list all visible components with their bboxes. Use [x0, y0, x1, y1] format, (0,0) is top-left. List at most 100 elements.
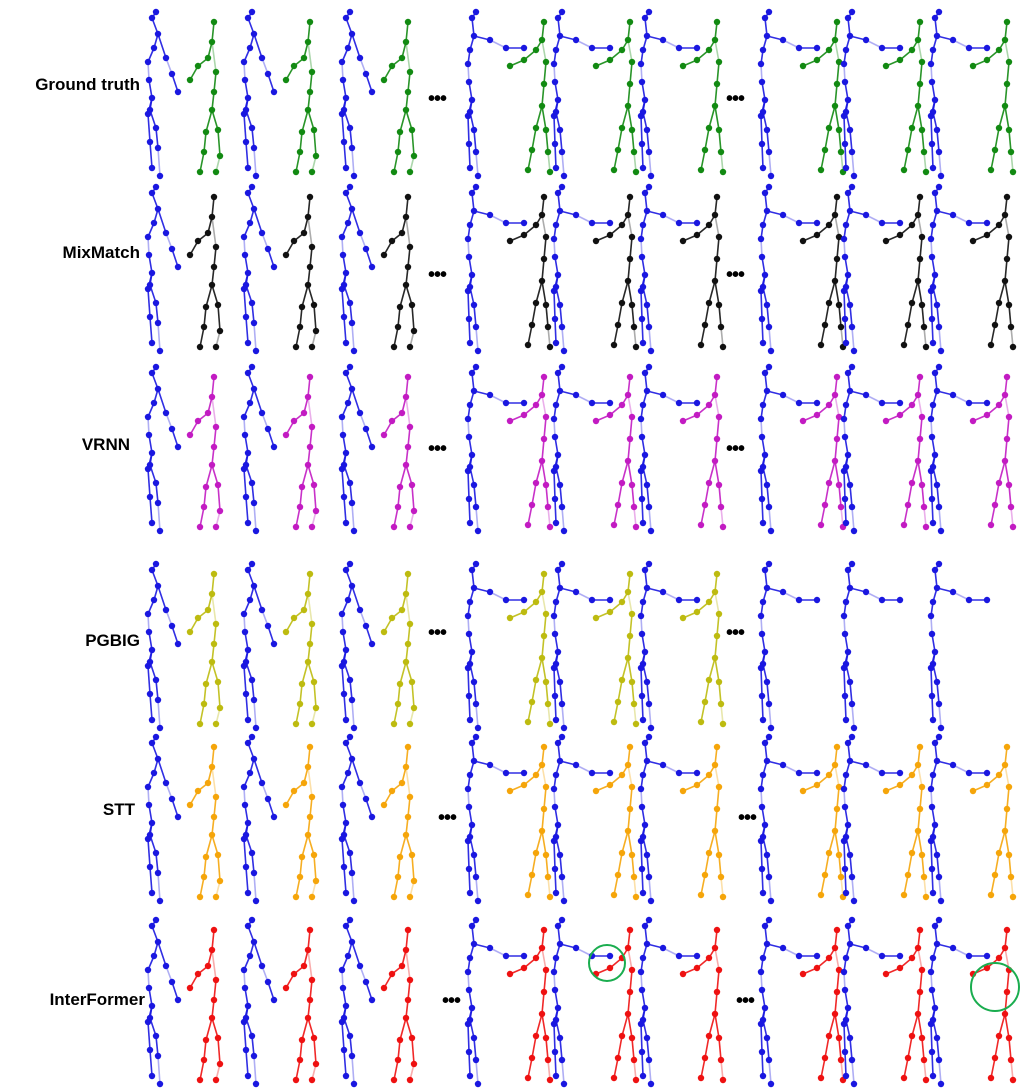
main-person-skeleton-joint	[248, 8, 256, 16]
main-person-skeleton-joint	[342, 646, 350, 654]
ellipsis-row5-a: •••	[438, 807, 457, 829]
partner-skeleton-joint	[212, 168, 220, 176]
main-person-skeleton-joint	[637, 415, 645, 423]
main-person-skeleton-joint	[156, 172, 164, 180]
main-person-skeleton-joint	[346, 733, 354, 741]
main-person-skeleton-joint	[244, 1072, 252, 1080]
partner-skeleton-joint	[825, 954, 833, 962]
main-person-skeleton-joint	[240, 110, 248, 118]
partner-skeleton-joint	[813, 411, 821, 419]
main-person-skeleton-bone	[155, 302, 159, 324]
partner-skeleton-joint	[308, 620, 316, 628]
partner-skeleton-joint	[296, 873, 304, 881]
main-person-skeleton-bone	[468, 318, 471, 344]
partner-skeleton-joint	[817, 166, 825, 174]
main-person-skeleton-joint	[554, 96, 562, 104]
partner-skeleton-joint	[624, 827, 632, 835]
main-person-skeleton-bone	[930, 470, 933, 500]
main-person-skeleton-bone	[157, 388, 167, 414]
partner-skeleton-bone	[309, 426, 313, 448]
partner-skeleton-bone	[820, 874, 826, 896]
partner-skeleton-bone	[714, 280, 720, 306]
main-person-skeleton-joint	[520, 952, 528, 960]
main-person-skeleton-joint	[927, 612, 935, 620]
partner-skeleton-joint	[713, 193, 721, 201]
main-person-skeleton-joint	[340, 690, 348, 698]
main-person-skeleton	[840, 560, 904, 732]
main-person-skeleton-joint	[552, 1072, 560, 1080]
main-person-skeleton-joint	[933, 851, 941, 859]
main-person-skeleton-joint	[645, 183, 653, 191]
main-person-skeleton-bone	[849, 1037, 853, 1061]
partner-skeleton-bone	[405, 746, 409, 768]
main-person-skeleton-joint	[763, 301, 771, 309]
main-person-skeleton-joint	[270, 88, 278, 96]
partner-skeleton-bone	[307, 216, 313, 248]
partner-skeleton-joint	[298, 680, 306, 688]
main-person-skeleton-bone	[641, 1051, 644, 1077]
partner-skeleton-joint	[404, 263, 412, 271]
partner-skeleton-bone	[393, 1059, 399, 1081]
main-person-skeleton-joint	[486, 391, 494, 399]
main-person-skeleton-joint	[761, 1004, 769, 1012]
partner-skeleton-joint	[410, 507, 418, 515]
partner-skeleton-joint	[410, 327, 418, 335]
main-person-skeleton	[144, 733, 182, 905]
partner-skeleton-joint	[304, 38, 312, 46]
partner-skeleton-bone	[213, 796, 217, 818]
partner-skeleton-joint	[212, 976, 220, 984]
partner-skeleton-joint	[532, 1032, 540, 1040]
main-person-skeleton-bone	[640, 115, 643, 145]
partner-skeleton-joint	[544, 323, 552, 331]
partner-skeleton-joint	[825, 221, 833, 229]
partner-skeleton-bone	[621, 1013, 629, 1037]
partner-skeleton-bone	[627, 460, 633, 486]
partner-skeleton-joint	[544, 148, 552, 156]
main-person-skeleton-joint	[638, 986, 646, 994]
main-person-skeleton-joint	[929, 954, 937, 962]
main-person-skeleton-joint	[933, 207, 941, 215]
partner-skeleton-bone	[1010, 151, 1014, 173]
partner-skeleton-bone	[1008, 1037, 1012, 1061]
partner-skeleton-joint	[624, 944, 632, 952]
partner-skeleton-bone	[405, 284, 413, 306]
main-person-skeleton-joint	[554, 821, 562, 829]
main-person-skeleton-joint	[763, 387, 771, 395]
partner-skeleton-joint	[711, 211, 719, 219]
partner-skeleton-joint	[396, 303, 404, 311]
partner-skeleton-joint	[546, 523, 554, 531]
partner-skeleton-joint	[825, 124, 833, 132]
partner-skeleton-bone	[824, 127, 830, 151]
partner-skeleton-bone	[211, 929, 215, 951]
main-person-skeleton-bone	[851, 506, 855, 532]
partner-skeleton-joint	[528, 871, 536, 879]
main-person-skeleton-joint	[464, 467, 472, 475]
main-person-skeleton-joint	[759, 46, 767, 54]
partner-skeleton-bone	[541, 394, 547, 418]
partner-skeleton-bone	[921, 304, 925, 328]
main-person-skeleton-joint	[174, 813, 182, 821]
main-person-skeleton-joint	[693, 399, 701, 407]
main-person-skeleton-bone	[766, 1037, 770, 1061]
partner-skeleton-joint	[406, 893, 414, 901]
main-person-skeleton-joint	[765, 1056, 773, 1064]
main-person-skeleton	[757, 733, 821, 905]
partner-skeleton-joint	[542, 481, 550, 489]
partner-skeleton-joint	[1007, 1056, 1015, 1064]
main-person-skeleton-joint	[758, 865, 766, 873]
main-person-skeleton-bone	[766, 304, 770, 328]
main-person-skeleton-joint	[795, 399, 803, 407]
partner-skeleton-joint	[216, 877, 224, 885]
partner-skeleton-joint	[1003, 193, 1011, 201]
main-person-skeleton-joint	[693, 44, 701, 52]
main-person-skeleton-joint	[368, 813, 376, 821]
partner-skeleton-joint	[532, 124, 540, 132]
partner-skeleton-joint	[538, 211, 546, 219]
partner-skeleton-joint	[310, 126, 318, 134]
main-person-skeleton-bone	[559, 484, 563, 508]
partner-skeleton-bone	[917, 83, 921, 107]
main-person-skeleton-joint	[927, 785, 935, 793]
partner-skeleton-bone	[627, 947, 633, 971]
partner-skeleton-joint	[624, 588, 632, 596]
main-person-skeleton-joint	[472, 503, 480, 511]
